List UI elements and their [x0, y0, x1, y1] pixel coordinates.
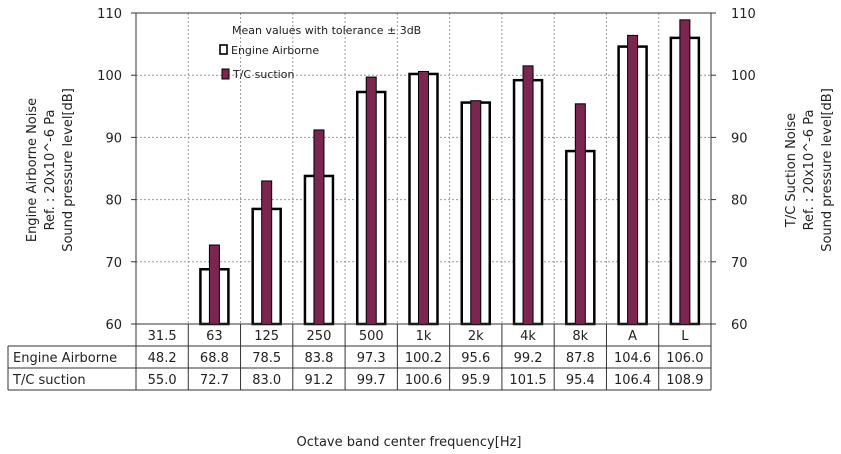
- x-tick-label: 4k: [520, 329, 536, 344]
- x-tick-label: 125: [254, 329, 279, 344]
- table-cell: 91.2: [304, 373, 333, 388]
- y-tick-label-right: 90: [731, 131, 748, 146]
- data-table: 31.5 63 125 250 500 1k 2k 4k 8k A L Engine Airborne…: [7, 324, 712, 391]
- y-tick-label-left: 90: [105, 131, 122, 146]
- bar-tc-suction: [627, 34, 639, 325]
- y-tick-label-right: 60: [731, 318, 748, 333]
- y-axis-label-left-line3: Sound pressure level[dB]: [61, 88, 76, 252]
- bar-tc-suction: [574, 103, 586, 325]
- y-axis-label-right-line1: T/C Suction Noise: [784, 113, 799, 228]
- x-tick-label: L: [681, 329, 689, 344]
- table-cell: 95.9: [461, 373, 490, 388]
- chart-annotation: Mean values with tolerance ± 3dB: [232, 24, 421, 37]
- table-cell: 95.6: [461, 351, 490, 366]
- table-cell: 95.4: [566, 373, 595, 388]
- table-cell: 97.3: [357, 351, 386, 366]
- table-cell: 100.2: [405, 351, 442, 366]
- axes: 60 60 70 70 80 80 90 90 100 100 110 110: [97, 7, 756, 333]
- table-cell: 68.8: [200, 351, 229, 366]
- table-cell: 72.7: [200, 373, 229, 388]
- legend-swatch-tc-suction: [221, 68, 230, 80]
- x-tick-label: 31.5: [148, 329, 177, 344]
- bars: [199, 19, 701, 326]
- y-axis-label-left-line2: Ref. : 20x10^-6 Pa: [43, 110, 58, 231]
- x-tick-label: 63: [206, 329, 223, 344]
- y-axis-label-right-line3: Sound pressure level[dB]: [820, 88, 835, 252]
- bar-tc-suction: [261, 180, 273, 325]
- table-cell: 106.4: [614, 373, 651, 388]
- plot-frame: [135, 12, 712, 325]
- x-tick-label: A: [628, 329, 637, 344]
- y-tick-label-left: 70: [105, 256, 122, 271]
- x-tick-label: 8k: [572, 329, 588, 344]
- table-cell: 83.8: [304, 351, 333, 366]
- y-tick-label-right: 70: [731, 256, 748, 271]
- y-axis-label-left: Engine Airborne Noise Ref. : 20x10^-6 Pa…: [25, 88, 76, 252]
- table-cell: 99.2: [514, 351, 543, 366]
- bar-tc-suction: [313, 129, 325, 325]
- table-cell: 106.0: [666, 351, 703, 366]
- bar-tc-suction: [522, 65, 534, 325]
- bar-tc-suction: [418, 70, 429, 325]
- table-cell: 99.7: [357, 373, 386, 388]
- y-tick-label-left: 60: [105, 318, 122, 333]
- table-cell: 55.0: [148, 373, 177, 388]
- table-cell: 108.9: [666, 373, 703, 388]
- bar-tc-suction: [679, 19, 691, 325]
- legend: Engine Airborne T/C suction: [219, 44, 319, 81]
- table-cell: 78.5: [252, 351, 281, 366]
- x-axis-label: Octave band center frequency[Hz]: [296, 435, 521, 450]
- bar-tc-suction: [208, 244, 220, 325]
- legend-swatch-engine-airborne: [219, 44, 228, 55]
- y-tick-label-left: 80: [105, 194, 122, 209]
- x-tick-label: 2k: [468, 329, 484, 344]
- table-cell: 100.6: [405, 373, 442, 388]
- y-tick-label-right: 110: [731, 7, 756, 22]
- x-tick-label: 500: [359, 329, 384, 344]
- y-axis-label-left-line1: Engine Airborne Noise: [25, 98, 40, 242]
- y-tick-label-right: 100: [731, 69, 756, 84]
- table-cell: 104.6: [614, 351, 651, 366]
- legend-label-engine-airborne: Engine Airborne: [231, 44, 319, 57]
- y-tick-label-left: 110: [97, 7, 122, 22]
- bar-tc-suction: [470, 100, 482, 325]
- table-cell: 83.0: [252, 373, 281, 388]
- table-cell: 101.5: [509, 373, 546, 388]
- y-tick-label-right: 80: [731, 194, 748, 209]
- y-axis-label-right: T/C Suction Noise Ref. : 20x10^-6 Pa Sou…: [784, 88, 835, 252]
- table-cell: 48.2: [148, 351, 177, 366]
- x-tick-label: 1k: [416, 329, 432, 344]
- legend-label-tc-suction: T/C suction: [232, 68, 294, 81]
- bar-tc-suction: [365, 76, 377, 325]
- y-tick-label-left: 100: [97, 69, 122, 84]
- table-row-label: Engine Airborne: [13, 351, 117, 366]
- y-axis-label-right-line2: Ref. : 20x10^-6 Pa: [802, 110, 817, 231]
- x-tick-label: 250: [307, 329, 332, 344]
- table-row-label: T/C suction: [12, 373, 86, 388]
- table-cell: 87.8: [566, 351, 595, 366]
